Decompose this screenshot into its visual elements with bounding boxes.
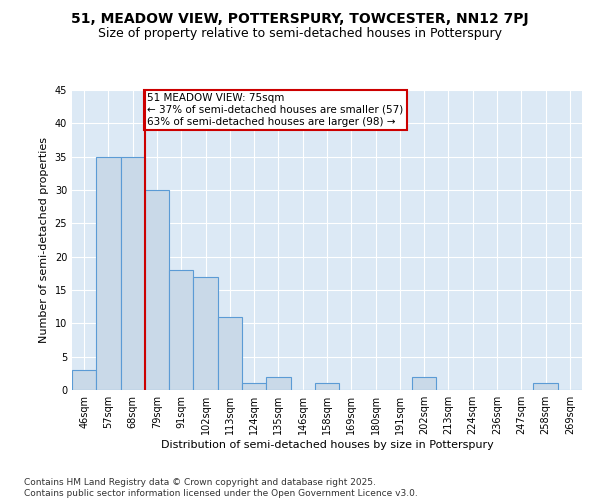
X-axis label: Distribution of semi-detached houses by size in Potterspury: Distribution of semi-detached houses by … [161,440,493,450]
Bar [169,270,193,390]
Bar [193,276,218,390]
Bar [121,156,145,390]
Bar [242,384,266,390]
Bar [72,370,96,390]
Text: Contains HM Land Registry data © Crown copyright and database right 2025.
Contai: Contains HM Land Registry data © Crown c… [24,478,418,498]
Bar [218,316,242,390]
Text: 51 MEADOW VIEW: 75sqm
← 37% of semi-detached houses are smaller (57)
63% of semi: 51 MEADOW VIEW: 75sqm ← 37% of semi-deta… [147,94,404,126]
Bar [266,376,290,390]
Text: 51, MEADOW VIEW, POTTERSPURY, TOWCESTER, NN12 7PJ: 51, MEADOW VIEW, POTTERSPURY, TOWCESTER,… [71,12,529,26]
Bar [145,190,169,390]
Bar [533,384,558,390]
Text: Size of property relative to semi-detached houses in Potterspury: Size of property relative to semi-detach… [98,28,502,40]
Bar [412,376,436,390]
Bar [96,156,121,390]
Bar [315,384,339,390]
Y-axis label: Number of semi-detached properties: Number of semi-detached properties [39,137,49,343]
